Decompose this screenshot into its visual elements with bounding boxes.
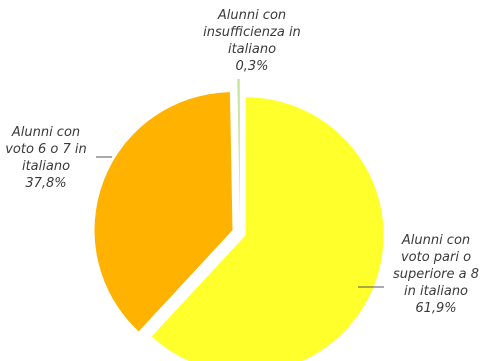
slice-label-line: superiore a 8 (393, 267, 479, 282)
slice-value-1: 37,8% (25, 176, 66, 191)
slice-value-2: 0,3% (235, 59, 268, 74)
slice-label-1: Alunni con voto 6 o 7 in italiano 37,8% (5, 125, 87, 191)
slice-labels: Alunni con voto pari o superiore a 8 in ita… (5, 8, 479, 316)
slice-label-2: Alunni con insufficienza in italiano 0,3% (203, 8, 301, 74)
slice-label-line: italiano (228, 42, 276, 57)
slice-label-line: Alunni con (11, 125, 80, 140)
slice-label-line: italiano (22, 159, 70, 174)
slice-label-line: in italiano (404, 284, 468, 299)
pie-slice-1 (94, 92, 233, 332)
slice-label-line: Alunni con (401, 233, 470, 248)
slice-label-line: voto pari o (401, 250, 471, 265)
pie-slices (94, 79, 384, 361)
leader-lines (96, 156, 384, 288)
pie-slice-0 (151, 97, 384, 361)
slice-value-0: 61,9% (415, 301, 456, 316)
pie-slice-2 (237, 79, 240, 218)
slice-label-line: insufficienza in (203, 25, 301, 40)
slice-label-line: Alunni con (217, 8, 286, 23)
slice-label-0: Alunni con voto pari o superiore a 8 in ita… (393, 233, 479, 316)
slice-label-line: voto 6 o 7 in (5, 142, 87, 157)
